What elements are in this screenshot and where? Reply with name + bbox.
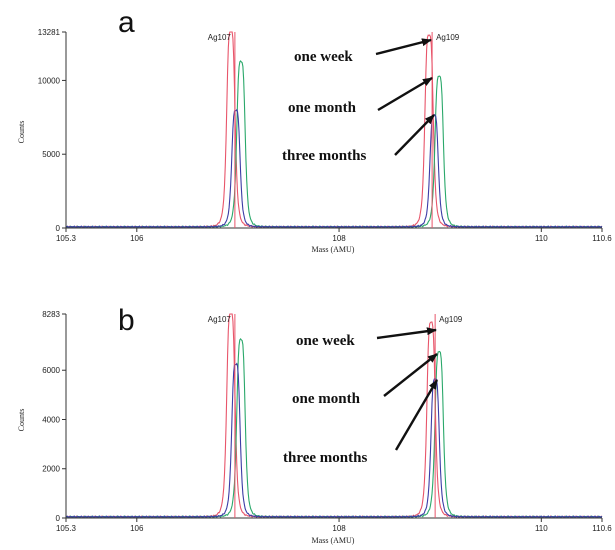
- x-tick-label-b: 108: [332, 524, 346, 533]
- ticks-a: 0 5000 10000 13281 105.3 106 108 110 110.6: [38, 28, 613, 243]
- x-tick-label-b: 105.3: [56, 524, 77, 533]
- arrow-three-months-a: [394, 114, 435, 156]
- x-tick-label-b: 110.6: [592, 524, 612, 533]
- series-line-blue-b: [65, 362, 603, 519]
- peak-label-b: Ag109: [439, 315, 463, 324]
- series-line-green-a: [65, 60, 603, 229]
- arrow-one-week-a: [375, 38, 432, 56]
- series-a: [65, 31, 603, 229]
- panel-a: a Counts Mass (AMU) 0 5000 10000 13281 105.3…: [17, 6, 612, 254]
- annotation-three-months-b: three months: [283, 450, 367, 466]
- series-b: [65, 313, 603, 519]
- x-tick-label-a: 110.6: [592, 234, 612, 243]
- x-tick-label-a: 110: [535, 234, 548, 243]
- y-tick-label-b: 4000: [42, 415, 60, 424]
- peak-label-b: Ag107: [208, 315, 232, 324]
- arrow-one-month-a: [377, 76, 433, 112]
- x-tick-label-a: 106: [130, 234, 144, 243]
- y-tick-label-a: 0: [56, 224, 61, 233]
- peak-label-a: Ag109: [436, 33, 460, 42]
- x-tick-label-a: 108: [332, 234, 346, 243]
- annotation-one-month-b: one month: [292, 391, 361, 407]
- peak-labels-b: Ag107 Ag109: [208, 314, 463, 518]
- y-tick-label-a: 5000: [42, 150, 60, 159]
- y-tick-label-a: 10000: [38, 76, 61, 85]
- arrow-one-week-b: [376, 327, 437, 340]
- panel-letter-b: b: [118, 304, 135, 337]
- x-tick-label-a: 105.3: [56, 234, 77, 243]
- ticks-b: 0 2000 4000 6000 8283 105.3 106 108 110 110.6: [42, 310, 612, 533]
- annotation-one-week-b: one week: [296, 333, 355, 349]
- y-axis-label-b: Counts: [17, 409, 26, 432]
- annotation-one-month-a: one month: [288, 100, 357, 116]
- y-tick-label-b: 0: [56, 514, 61, 523]
- y-axis-label-a: Counts: [17, 121, 26, 144]
- panel-b: b Counts Mass (AMU) 0 2000 4000 6000 8283 105…: [17, 304, 612, 545]
- series-line-blue-a: [65, 108, 603, 229]
- axes-b: [65, 314, 602, 519]
- y-tick-label-b: 8283: [42, 310, 60, 319]
- y-tick-label-b: 2000: [42, 465, 60, 474]
- x-tick-label-b: 110: [535, 524, 548, 533]
- annotation-three-months-a: three months: [282, 148, 366, 164]
- peak-label-a: Ag107: [208, 33, 232, 42]
- y-tick-label-a: 13281: [38, 28, 61, 37]
- x-axis-label-a: Mass (AMU): [312, 245, 355, 254]
- arrow-one-month-b: [383, 353, 438, 397]
- axes-a: [65, 32, 602, 229]
- x-axis-label-b: Mass (AMU): [312, 536, 355, 545]
- panel-letter-a: a: [118, 6, 135, 39]
- series-line-green-b: [65, 337, 603, 519]
- y-tick-label-b: 6000: [42, 366, 60, 375]
- annotation-one-week-a: one week: [294, 49, 353, 65]
- x-tick-label-b: 106: [130, 524, 144, 533]
- peak-labels-a: Ag107 Ag109: [208, 32, 460, 228]
- arrow-three-months-b: [394, 379, 439, 451]
